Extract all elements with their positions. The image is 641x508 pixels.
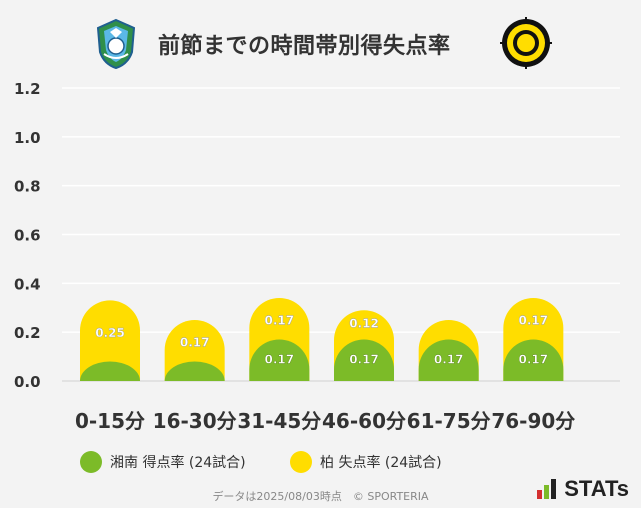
chart-header: 前節までの時間帯別得失点率 [0, 14, 641, 70]
y-axis-ticks: 0.0 0.2 0.4 0.6 0.8 1.0 1.2 [14, 80, 41, 391]
x-tick-label: 0-15分 [75, 409, 145, 433]
x-tick-label: 31-45分 [237, 409, 321, 433]
bar-home [418, 339, 479, 381]
y-tick-label: 1.0 [14, 129, 41, 147]
x-tick-label: 16-30分 [153, 409, 237, 433]
legend: 湘南 得点率 (24試合) 柏 失点率 (24試合) [0, 449, 641, 475]
data-label-away: 0.12 [349, 316, 379, 330]
data-label-home: 0.17 [265, 352, 295, 366]
legend-swatch-away [290, 451, 312, 473]
legend-item-home: 湘南 得点率 (24試合) [80, 449, 246, 475]
legend-swatch-home [80, 451, 102, 473]
y-tick-label: 0.2 [14, 324, 41, 342]
legend-label-home: 湘南 得点率 (24試合) [110, 455, 246, 471]
x-tick-label: 46-60分 [322, 409, 406, 433]
bar-away [80, 300, 140, 381]
stats-brand: STATs [537, 476, 629, 502]
bars: 0.25 0.17 0.17 0.17 0.12 0.17 0.17 0.17 0.17 [80, 297, 564, 381]
y-tick-label: 0.6 [14, 227, 41, 245]
data-label-home: 0.17 [519, 352, 549, 366]
y-tick-label: 0.4 [14, 275, 41, 293]
stats-logo-icon [537, 479, 558, 499]
x-axis-labels: 0-15分 16-30分 31-45分 46-60分 61-75分 76-90分 [75, 409, 575, 433]
chart-area: 0.00.20.40.60.81.01.2 0.250.170.170.170.… [14, 80, 620, 433]
y-tick-label: 1.2 [14, 80, 41, 98]
bar-home [249, 339, 310, 381]
y-tick-label: 0.8 [14, 178, 41, 196]
legend-label-away: 柏 失点率 (24試合) [320, 455, 442, 471]
shonan-bellmare-crest-icon [96, 18, 136, 70]
data-label-away: 0.17 [519, 314, 549, 328]
y-tick-label: 0.0 [14, 373, 41, 391]
data-label-home: 0.17 [434, 352, 464, 366]
chart-title: 前節までの時間帯別得失点率 [158, 34, 451, 59]
data-label-away: 0.17 [265, 314, 295, 328]
bar-home [164, 361, 225, 381]
footer-note: データは2025/08/03時点 © SPORTERIA [212, 490, 429, 503]
data-label-away: 0.25 [95, 326, 125, 340]
bar-home [503, 339, 564, 381]
legend-item-away: 柏 失点率 (24試合) [290, 449, 442, 475]
bar-home [334, 339, 394, 381]
x-tick-label: 61-75分 [407, 409, 491, 433]
bar-home [80, 361, 140, 381]
kashiwa-reysol-crest-icon [500, 17, 552, 69]
brand-name: STATs [564, 476, 629, 501]
data-label-home: 0.17 [349, 352, 379, 366]
data-label-away: 0.17 [180, 336, 210, 350]
x-tick-label: 76-90分 [491, 409, 575, 433]
